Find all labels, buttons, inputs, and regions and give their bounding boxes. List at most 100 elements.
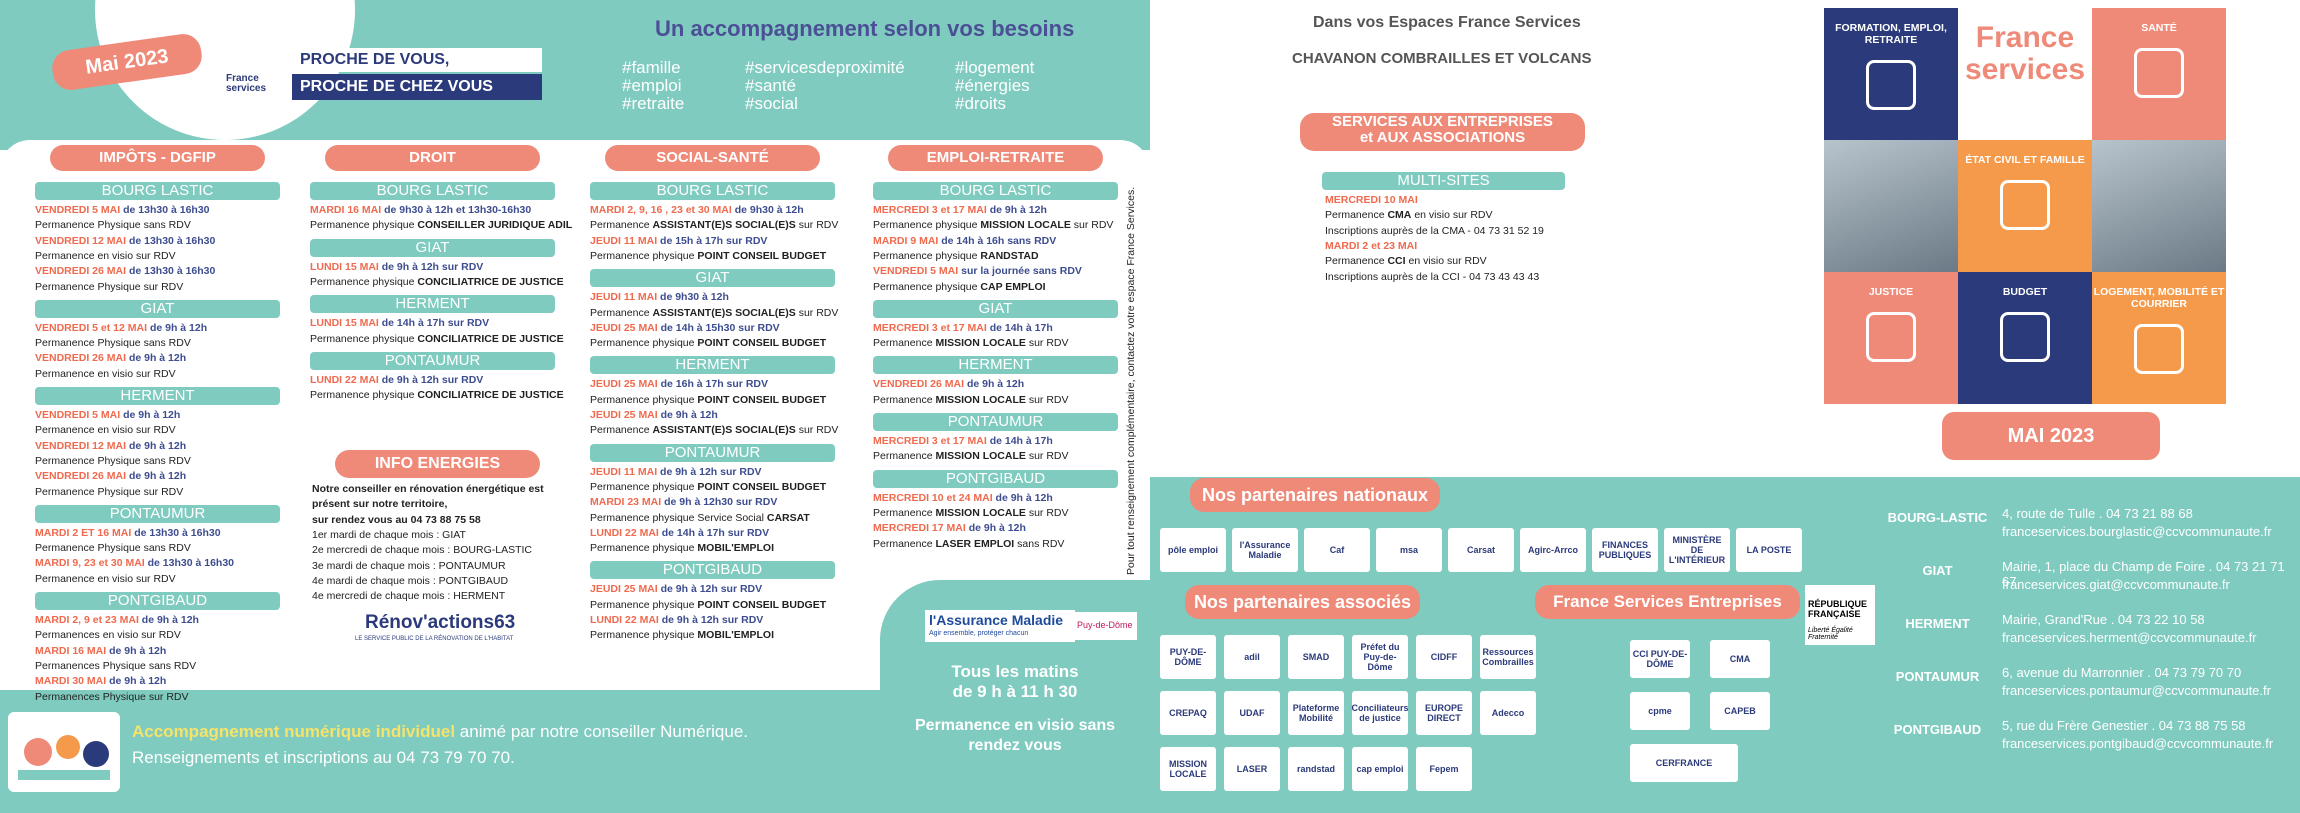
partner-logo: CREPAQ xyxy=(1160,691,1216,735)
icon xyxy=(2134,48,2184,98)
icon xyxy=(2000,180,2050,230)
schedule-line: Permanence physique POINT CONSEIL BUDGET xyxy=(590,393,826,408)
time: de 15h à 17h sur RDV xyxy=(660,234,768,247)
place-header: PONTGIBAUD xyxy=(35,592,280,610)
line-text: Permanence Physique sans RDV xyxy=(35,219,191,232)
schedule-line: MERCREDI 17 MAI de 9h à 12h xyxy=(873,521,1026,536)
schedule-line: Permanence physique CAP EMPLOI xyxy=(873,280,1046,295)
schedule-line: JEUDI 25 MAI de 14h à 15h30 sur RDV xyxy=(590,321,780,336)
time: de 13h30 à 16h30 xyxy=(147,557,235,570)
slogan-1: PROCHE DE VOUS, xyxy=(292,48,542,72)
multi-header: MULTI-SITES xyxy=(1322,172,1565,190)
place-header: PONTAUMUR xyxy=(873,413,1118,431)
line-text: Permanence physique xyxy=(590,249,695,262)
schedule-line: MARDI 2 et 23 MAI xyxy=(1325,239,1417,254)
time: de 14h à 17h xyxy=(989,435,1053,447)
day: MERCREDI 3 et 17 MAI xyxy=(873,204,987,216)
schedule-line: MARDI 16 MAI de 9h30 à 12h et 13h30-16h3… xyxy=(310,203,531,218)
contact-email: franceservices.giat@ccvcommunaute.fr xyxy=(2002,577,2230,592)
schedule-line: VENDREDI 26 MAI de 9h à 12h xyxy=(873,377,1024,392)
column-title: DROIT xyxy=(325,145,540,171)
day: VENDREDI 26 MAI xyxy=(35,470,127,483)
contact-address: 5, rue du Frère Genestier . 04 73 88 75 … xyxy=(2002,718,2246,733)
time: de 9h30 à 12h xyxy=(734,204,804,216)
schedule-line: MARDI 16 MAI de 9h à 12h xyxy=(35,644,166,659)
schedule-line: VENDREDI 5 MAI de 13h30 à 16h30 xyxy=(35,203,210,218)
day: JEUDI 25 MAI xyxy=(590,409,658,421)
schedule-line: JEUDI 11 MAI de 9h30 à 12h xyxy=(590,290,729,305)
service-cell: SANTÉ xyxy=(2092,8,2226,140)
schedule-line: VENDREDI 26 MAI de 9h à 12h xyxy=(35,351,186,366)
line-bold: ASSISTANT(E)S SOCIAL(E)S xyxy=(652,306,796,319)
partner-logo: pôle emploi xyxy=(1160,528,1226,572)
time: de 13h30 à 16h30 xyxy=(134,526,221,539)
line-text: Permanences Physique sur RDV xyxy=(35,690,189,703)
digital-text: animé par notre conseiller Numérique. xyxy=(459,722,748,741)
day: MERCREDI 3 et 17 MAI xyxy=(873,435,987,447)
schedule-line: Permanence en visio sur RDV xyxy=(35,249,176,264)
time: de 14h à 17h sur RDV xyxy=(381,317,490,330)
assurance-note: Permanence en visio sans xyxy=(914,717,1116,734)
partner-logo: Caf xyxy=(1304,528,1370,572)
day: LUNDI 22 MAI xyxy=(590,526,659,539)
line-text: Permanence physique xyxy=(310,219,415,232)
illustration-art xyxy=(18,735,110,780)
time: de 13h30 à 16h30 xyxy=(123,204,210,216)
day: MARDI 9, 23 et 30 MAI xyxy=(35,557,145,570)
renov-logo: Rénov'actions63 xyxy=(365,612,516,633)
place-header: HERMENT xyxy=(35,387,280,405)
slogan-2: PROCHE DE CHEZ VOUS xyxy=(292,74,542,100)
contact-name: HERMENT xyxy=(1905,616,1970,631)
service-cell: ÉTAT CIVIL ET FAMILLE xyxy=(1958,140,2092,272)
place-header: HERMENT xyxy=(590,356,835,375)
time: de 13h30 à 16h30 xyxy=(128,265,216,278)
time: de 9h à 12h sur RDV xyxy=(381,260,484,273)
day: VENDREDI 26 MAI xyxy=(873,378,965,391)
schedule-line: VENDREDI 5 MAI sur la journée sans RDV xyxy=(873,264,1082,279)
column-title: EMPLOI-RETRAITE xyxy=(888,145,1103,171)
schedule-line: Permanence physique RANDSTAD xyxy=(873,249,1039,264)
place-header: BOURG LASTIC xyxy=(590,182,835,200)
partner-logo: CIDFF xyxy=(1416,635,1472,679)
line-bold: CAP EMPLOI xyxy=(980,280,1046,293)
line-after: sur RDV xyxy=(1028,393,1069,406)
schedule-line: Permanence physique POINT CONSEIL BUDGET xyxy=(590,598,826,613)
day: MARDI 16 MAI xyxy=(310,204,382,216)
place-header: HERMENT xyxy=(310,295,555,314)
time: de 14h à 16h sans RDV xyxy=(941,234,1057,247)
info-intro: présent sur notre territoire, xyxy=(312,498,448,511)
day: VENDREDI 5 MAI xyxy=(873,265,959,278)
partner-logo: Fepem xyxy=(1416,747,1472,791)
day: VENDREDI 5 et 12 MAI xyxy=(35,321,148,334)
schedule-line: Permanence ASSISTANT(E)S SOCIAL(E)S sur … xyxy=(590,218,838,233)
partner-logo: CCI PUY-DE-DÔME xyxy=(1630,640,1690,678)
place-header: GIAT xyxy=(310,238,555,257)
day: LUNDI 15 MAI xyxy=(310,317,379,330)
hashtag: #santé xyxy=(745,76,797,95)
place-header: GIAT xyxy=(35,299,280,318)
digital-line-2: Renseignements et inscriptions au 04 73 … xyxy=(132,748,515,767)
schedule-line: Permanence MISSION LOCALE sur RDV xyxy=(873,506,1069,521)
schedule-line: Permanence en visio sur RDV xyxy=(35,572,176,587)
info-schedule: 4e mardi de chaque mois : PONTGIBAUD xyxy=(312,574,509,587)
partner-logo: CAPEB xyxy=(1710,692,1770,730)
line-text: Permanence xyxy=(873,337,933,350)
line-text: Inscriptions auprès de la CCI - 04 73 43… xyxy=(1325,270,1540,283)
line-after: sur RDV xyxy=(1028,450,1069,463)
schedule-line: MARDI 30 MAI de 9h à 12h xyxy=(35,674,166,689)
line-after: en visio sur RDV xyxy=(1414,209,1493,222)
day: MARDI 2, 9, 16 , 23 et 30 MAI xyxy=(590,204,732,216)
assurance-hours: de 9 h à 11 h 30 xyxy=(952,682,1078,701)
line-text: Permanence xyxy=(1325,209,1385,222)
line-bold: MOBIL'EMPLOI xyxy=(697,629,774,642)
line-text: Permanence xyxy=(873,506,933,519)
contact-email: franceservices.herment@ccvcommunaute.fr xyxy=(2002,630,2257,645)
line-text: Permanence Physique sur RDV xyxy=(35,280,184,293)
line-after: en visio sur RDV xyxy=(1408,255,1487,268)
schedule-line: Permanence MISSION LOCALE sur RDV xyxy=(873,449,1069,464)
hashtag: #droits xyxy=(955,94,1007,113)
time: de 9h à 12h xyxy=(109,644,167,657)
line-bold: RANDSTAD xyxy=(980,249,1039,262)
schedule-line: JEUDI 25 MAI de 16h à 17h sur RDV xyxy=(590,377,768,392)
day: JEUDI 11 MAI xyxy=(590,291,658,304)
